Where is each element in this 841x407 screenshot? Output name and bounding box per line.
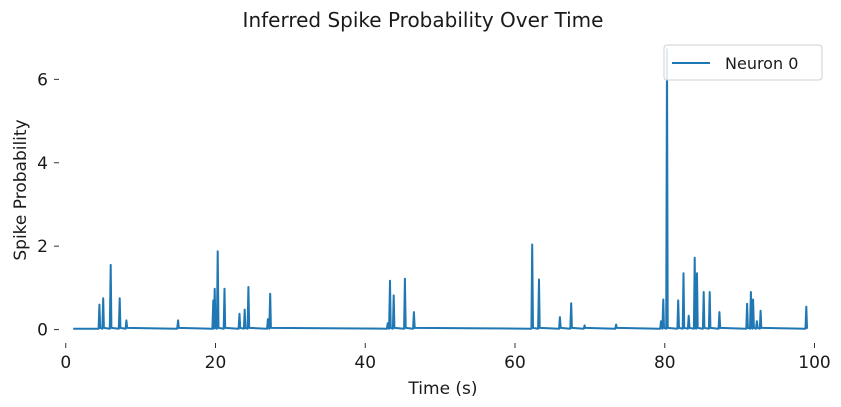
- spike-peak: [413, 312, 414, 313]
- y-tick-label: 0: [37, 321, 48, 341]
- y-axis-ticks: 0 2 4 6: [37, 70, 59, 341]
- legend-label: Neuron 0: [725, 54, 798, 73]
- spike-peak: [678, 300, 679, 301]
- chart-title: Inferred Spike Probability Over Time: [243, 8, 604, 32]
- x-tick-label: 80: [654, 353, 676, 373]
- spike-peak: [616, 324, 617, 325]
- spike-peak: [532, 244, 533, 245]
- spike-peak: [559, 317, 560, 318]
- spike-peak: [387, 323, 388, 324]
- x-tick-label: 40: [354, 353, 376, 373]
- spike-peak: [404, 278, 405, 279]
- spike-peak: [393, 295, 394, 296]
- spike-peak: [806, 306, 807, 307]
- spike-peak: [214, 288, 215, 289]
- spike-peak: [709, 291, 710, 292]
- spike-peak: [719, 312, 720, 313]
- spike-peak: [703, 291, 704, 292]
- spike-peak: [103, 298, 104, 299]
- spike-peak: [696, 273, 697, 274]
- spike-peak: [244, 309, 245, 310]
- spike-peak: [213, 300, 214, 301]
- spike-peak: [224, 288, 225, 289]
- spike-peak: [747, 303, 748, 304]
- spike-peak: [248, 286, 249, 287]
- x-tick-label: 100: [798, 353, 830, 373]
- spike-peak: [239, 313, 240, 314]
- spike-peak: [270, 293, 271, 294]
- spike-peak: [694, 257, 695, 258]
- legend-box: [663, 44, 823, 81]
- series-layer: [73, 48, 808, 330]
- spike-peak: [683, 273, 684, 274]
- x-tick-label: 20: [205, 353, 227, 373]
- spike-peak: [126, 320, 127, 321]
- spike-peak: [571, 303, 572, 304]
- spike-peak: [760, 310, 761, 311]
- spike-peak: [584, 325, 585, 326]
- series-line-neuron-0: [73, 48, 808, 330]
- x-tick-label: 60: [504, 353, 526, 373]
- spike-peak: [217, 251, 218, 252]
- spike-peak: [538, 279, 539, 280]
- spike-peak: [663, 299, 664, 300]
- y-tick-label: 6: [37, 70, 48, 90]
- y-tick-label: 2: [37, 237, 48, 257]
- spike-peak: [178, 320, 179, 321]
- x-tick-label: 0: [60, 353, 71, 373]
- spike-peak: [389, 280, 390, 281]
- spike-peak: [660, 321, 661, 322]
- x-axis-label: Time (s): [407, 379, 477, 399]
- spike-peak: [688, 315, 689, 316]
- spike-peak: [756, 321, 757, 322]
- y-tick-label: 4: [37, 154, 48, 174]
- spike-peak: [753, 299, 754, 300]
- spike-peak: [750, 291, 751, 292]
- y-axis-label: Spike Probability: [11, 119, 31, 260]
- legend: Neuron 0: [663, 44, 823, 81]
- spike-peak: [267, 319, 268, 320]
- spike-peak: [119, 298, 120, 299]
- spike-peak: [110, 264, 111, 265]
- spike-peak: [99, 304, 100, 305]
- x-axis-ticks: 0 20 40 60 80 100: [60, 343, 831, 373]
